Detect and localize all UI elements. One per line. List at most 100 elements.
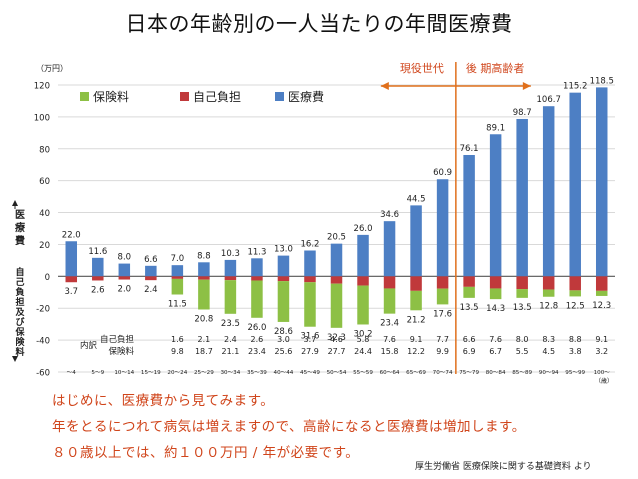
y-tick-label: 80: [39, 145, 50, 155]
breakdown-self-value: 3.7: [304, 335, 317, 344]
bar-medical-19: [569, 92, 581, 277]
bar-self-pay-15: [463, 276, 475, 287]
x-tick-label: 65～69: [406, 370, 426, 376]
axis-side-char: 料: [15, 346, 24, 358]
negative-value-label: 31.6: [301, 332, 320, 342]
annotation-elderly: 後 期高齢者: [466, 61, 525, 75]
breakdown-insurance-value: 18.7: [195, 347, 213, 356]
bar-insurance-10: [330, 283, 343, 328]
breakdown-self-value: 4.6: [330, 335, 343, 344]
x-tick-label: 5～9: [91, 370, 104, 376]
bar-insurance-13: [410, 290, 422, 311]
breakdown-insurance-value: 4.5: [542, 347, 555, 356]
bar-medical-2: [118, 263, 131, 277]
breakdown-self-value: 7.7: [436, 335, 449, 344]
legend-swatch: [80, 92, 89, 101]
breakdown-insurance-value: 15.8: [381, 347, 399, 356]
bar-medical-9: [304, 250, 316, 277]
chart-title: 日本の年齢別の一人当たりの年間医療費: [125, 12, 513, 36]
x-tick-label: 50～54: [327, 370, 347, 376]
bar-insurance-7: [251, 280, 263, 318]
bar-self-pay-14: [436, 276, 449, 289]
legend-swatch: [275, 92, 284, 101]
bar-insurance-15: [463, 286, 475, 298]
negative-value-label: 23.5: [221, 319, 240, 329]
negative-value-label: 17.6: [433, 309, 452, 319]
x-tick-label: ～4: [67, 370, 77, 376]
legend-label: 保険料: [93, 90, 129, 104]
bar-medical-6: [224, 259, 237, 277]
y-tick-label: -40: [36, 337, 50, 347]
negative-value-label: 2.0: [118, 285, 132, 295]
medical-value-label: 115.2: [563, 82, 587, 92]
medical-value-label: 118.5: [590, 76, 614, 86]
breakdown-insurance-value: 3.8: [569, 347, 582, 356]
breakdown-insurance-value: 6.9: [463, 347, 476, 356]
x-tick-label: 10～14: [114, 370, 134, 376]
negative-value-label: 12.5: [566, 301, 585, 311]
bar-medical-17: [516, 118, 528, 277]
bar-medical-11: [357, 234, 369, 277]
bar-insurance-18: [542, 289, 555, 297]
medical-value-label: 7.0: [171, 254, 185, 264]
x-tick-label: 95～99: [565, 370, 585, 376]
up-arrow-icon: [12, 200, 18, 206]
negative-value-label: 20.8: [194, 314, 213, 324]
breakdown-self-value: 6.6: [463, 335, 476, 344]
breakdown-insurance-value: 27.9: [301, 347, 319, 356]
bar-medical-5: [198, 262, 210, 277]
medical-value-label: 26.0: [354, 224, 373, 234]
upper-axis-label: 医療費: [15, 209, 25, 247]
medical-value-label: 76.1: [460, 144, 479, 154]
breakdown-self-value: 8.0: [516, 335, 529, 344]
x-tick-label: 35～39: [247, 370, 267, 376]
medical-value-label: 22.0: [62, 230, 81, 240]
x-tick-label: 30～34: [220, 370, 240, 376]
breakdown-self-value: 2.1: [198, 335, 211, 344]
bar-self-pay-7: [251, 276, 263, 281]
bar-medical-18: [542, 106, 555, 277]
medical-value-label: 20.5: [327, 233, 346, 243]
axis-side-char: 費: [15, 234, 25, 247]
bar-self-pay-4: [171, 276, 184, 279]
negative-value-label: 30.2: [354, 329, 373, 339]
x-tick-label: 55～59: [353, 370, 373, 376]
bar-insurance-5: [198, 279, 210, 310]
x-tick-label: 15～19: [141, 370, 161, 376]
x-tick-label: 75～79: [459, 370, 479, 376]
note-line-3: ８０歳以上では、約１００万円 / 年が必要です。: [52, 445, 360, 461]
breakdown-insurance-label: 保険料: [108, 346, 134, 357]
bar-medical-15: [463, 154, 475, 277]
bar-medical-8: [277, 255, 290, 277]
breakdown-self-value: 8.3: [542, 335, 555, 344]
axis-side-char: 自: [15, 266, 24, 278]
negative-value-label: 11.5: [168, 300, 187, 310]
axis-side-char: 負: [15, 286, 24, 298]
medical-value-label: 13.0: [274, 245, 293, 255]
breakdown-insurance-value: 27.7: [328, 347, 346, 356]
y-tick-label: 20: [39, 241, 50, 251]
legend-label: 医療費: [288, 89, 324, 104]
breakdown-insurance-value: 21.1: [221, 347, 239, 356]
bar-medical-3: [145, 265, 157, 277]
breakdown-insurance-value: 3.2: [595, 347, 608, 356]
breakdown-insurance-value: 6.7: [489, 347, 502, 356]
breakdown-self-value: 9.1: [410, 335, 423, 344]
breakdown-insurance-value: 5.5: [516, 347, 529, 356]
down-arrow-icon: [12, 356, 18, 362]
negative-value-label: 13.5: [513, 303, 532, 313]
x-tick-label: 70～74: [433, 370, 453, 376]
negative-value-label: 21.2: [407, 315, 426, 325]
breakdown-self-value: 9.1: [595, 335, 608, 344]
bar-self-pay-17: [516, 276, 528, 290]
breakdown-insurance-value: 12.2: [407, 347, 425, 356]
bar-self-pay-2: [118, 276, 131, 280]
x-tick-label: 90～94: [539, 370, 559, 376]
bar-medical-14: [436, 179, 449, 277]
negative-value-label: 13.5: [460, 303, 479, 313]
bar-insurance-19: [569, 290, 581, 297]
breakdown-header: 内訳: [80, 340, 98, 351]
note-line-2: 年をとるにつれて病気は増えますので、高齢になると医療費は増加します。: [52, 419, 526, 435]
medical-value-label: 89.1: [486, 123, 505, 133]
bar-self-pay-13: [410, 276, 422, 291]
